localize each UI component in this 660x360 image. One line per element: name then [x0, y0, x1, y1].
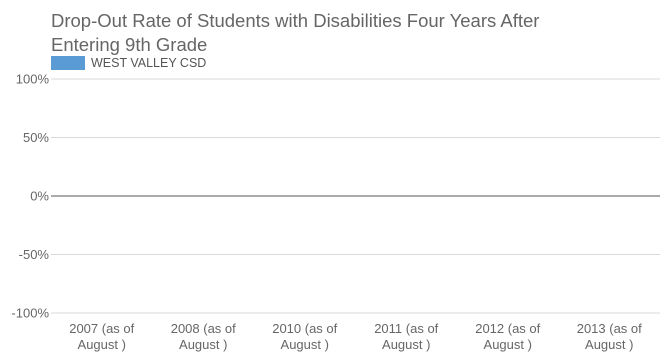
y-tick-label: -100% [11, 306, 49, 321]
y-tick-label: 50% [23, 130, 49, 145]
x-tick-label: 2010 (as of August ) [272, 321, 337, 352]
x-tick-label: 2007 (as of August ) [69, 321, 134, 352]
x-tick-label: 2011 (as of August ) [374, 321, 438, 352]
y-tick-label: -50% [19, 247, 50, 262]
legend: WEST VALLEY CSD [51, 56, 206, 70]
y-tick-label: 100% [16, 72, 50, 87]
x-tick-label: 2012 (as of August ) [475, 321, 540, 352]
x-tick-label: 2013 (as of August ) [577, 321, 642, 352]
legend-swatch [51, 56, 85, 70]
y-tick-label: 0% [30, 189, 49, 204]
x-tick-label: 2008 (as of August ) [171, 321, 236, 352]
legend-label: WEST VALLEY CSD [91, 56, 207, 70]
chart-title: Drop-Out Rate of Students with Disabilit… [51, 10, 540, 55]
